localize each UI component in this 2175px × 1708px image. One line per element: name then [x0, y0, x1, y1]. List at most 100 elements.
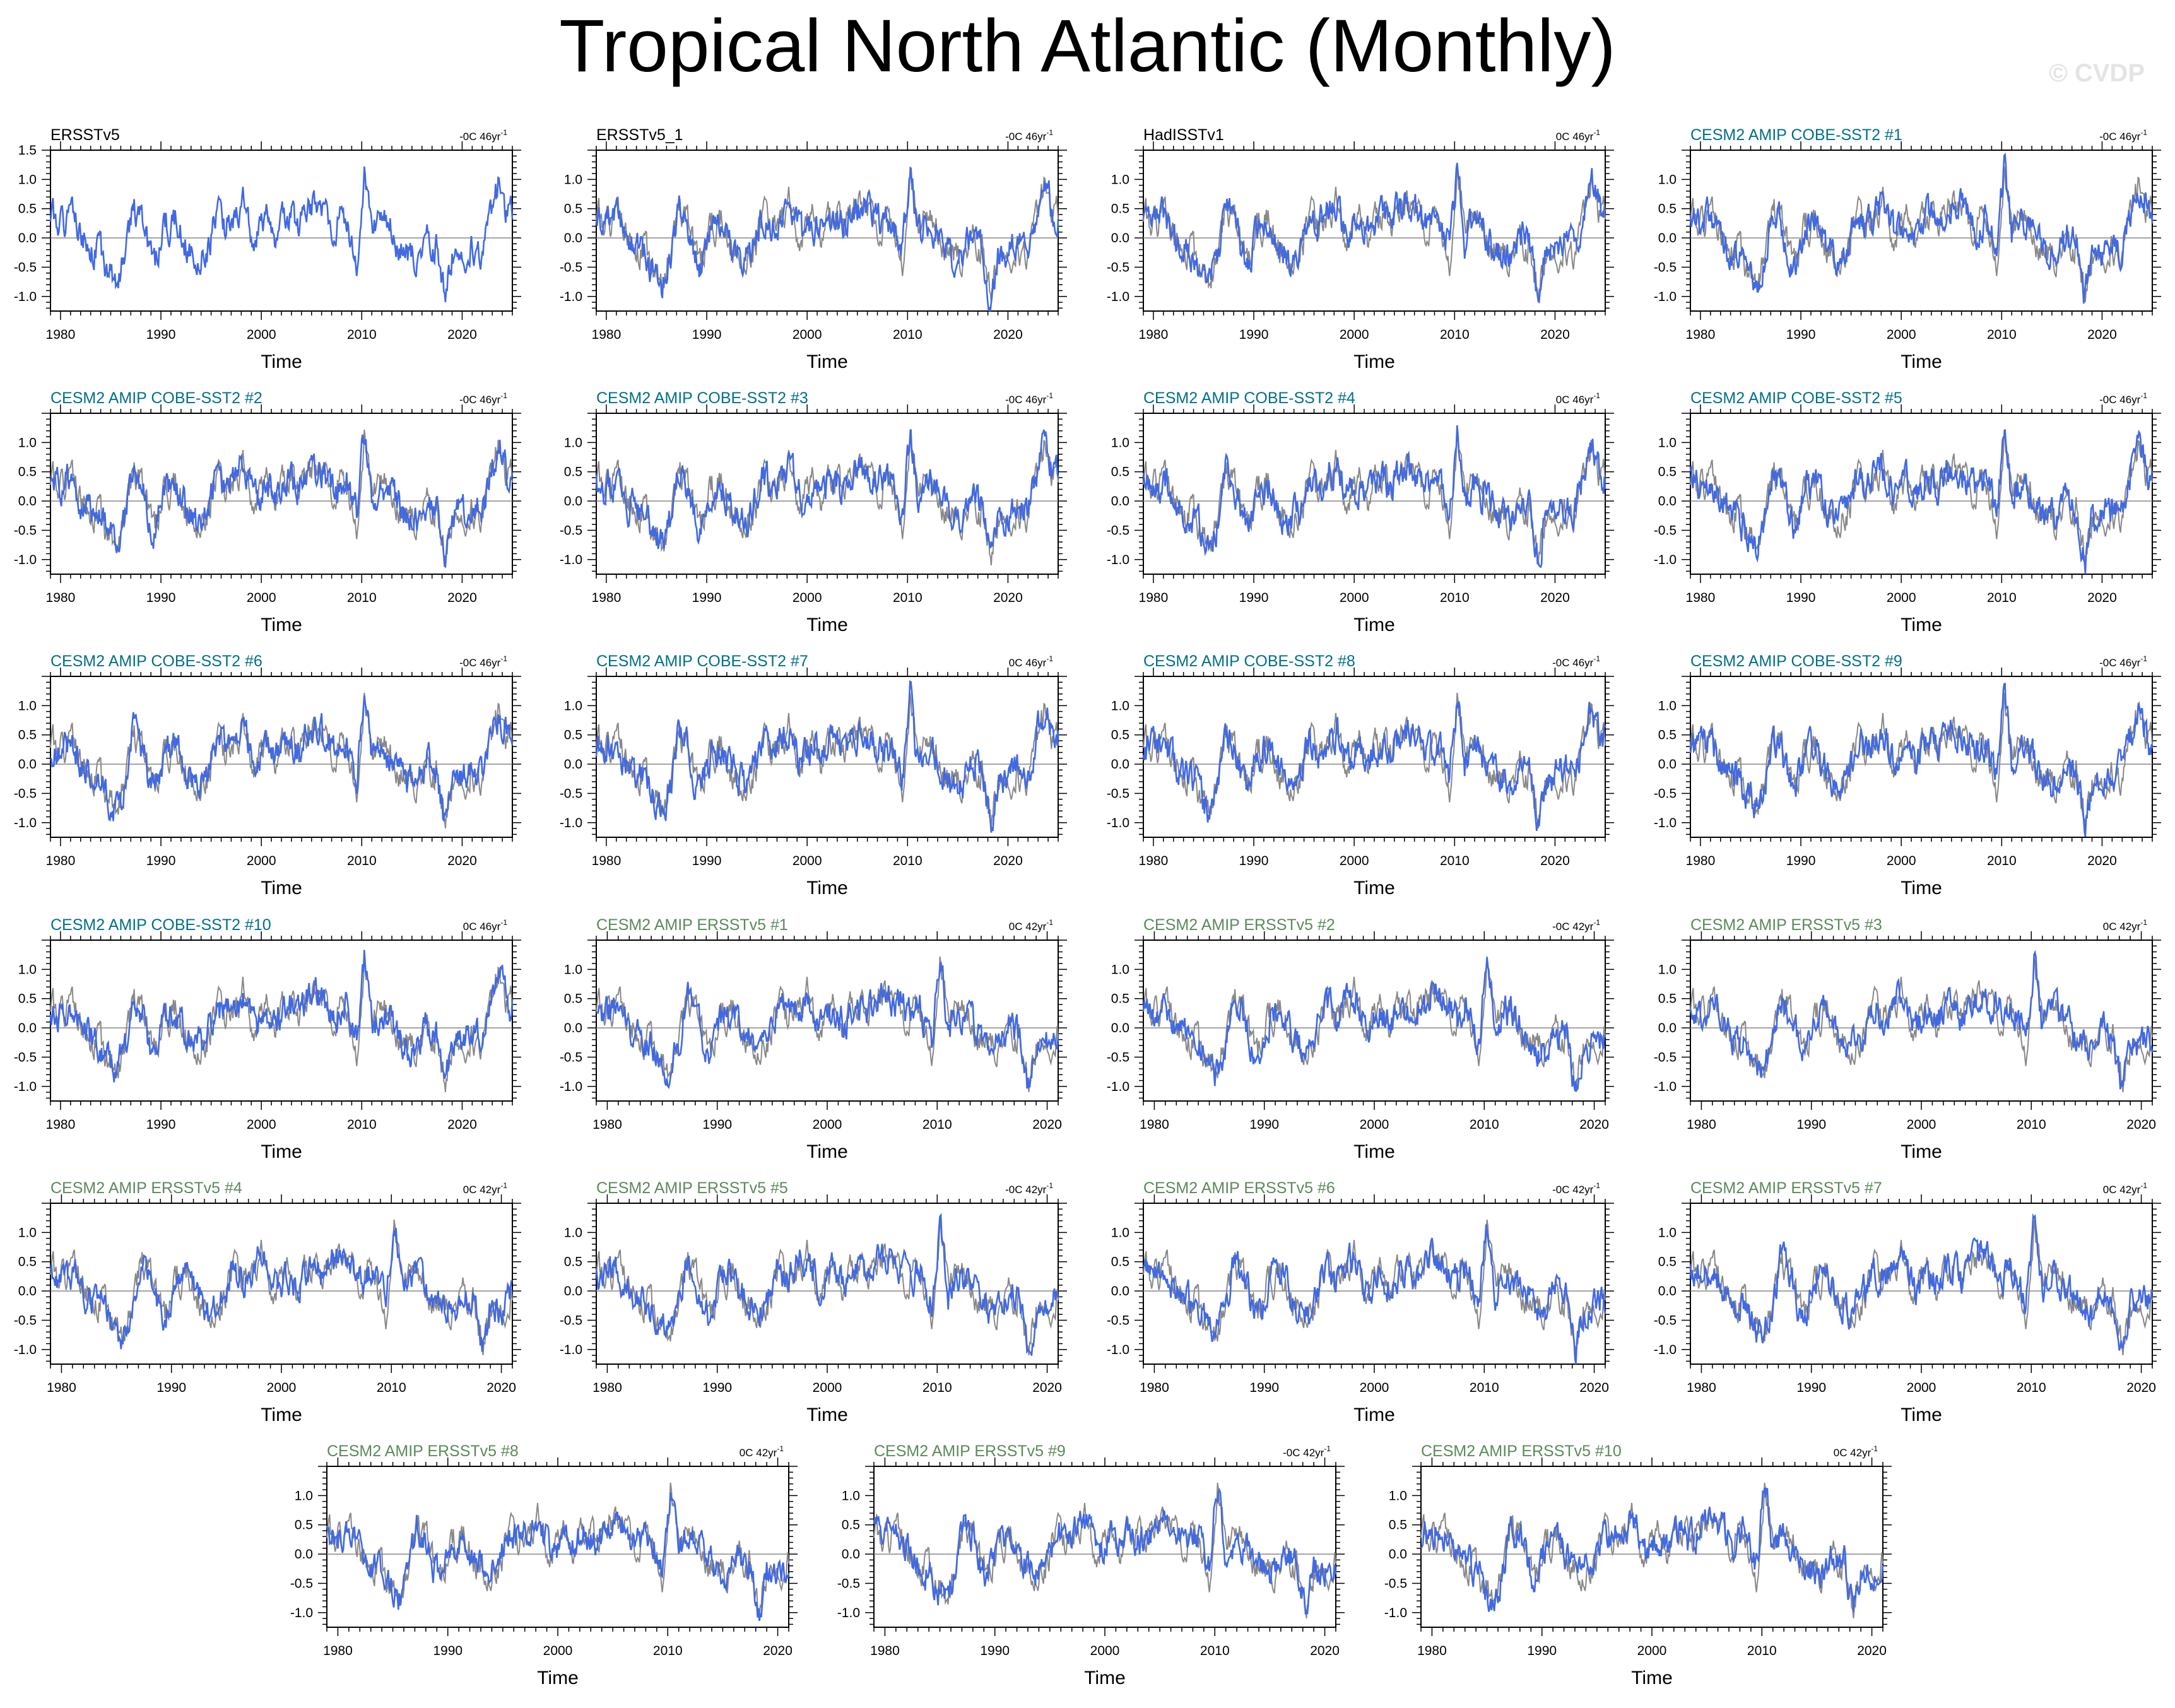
panel-title: HadISSTv1: [1143, 126, 1224, 144]
x-tick-label: 2010: [893, 327, 922, 342]
y-tick-label: 0.5: [18, 728, 37, 743]
y-tick-label: 0.0: [18, 1021, 37, 1035]
observation-series-line: [1690, 429, 2153, 565]
panel-19: CESM2 AMIP ERSSTv5 #6 -0C 42yr-1 1980 1990 2…: [1107, 1179, 1614, 1425]
y-tick-label: -0.5: [14, 1050, 37, 1064]
model-series-line: [1689, 950, 2154, 1090]
x-tick-label: 2010: [1470, 1381, 1499, 1395]
x-tick-label: 2000: [247, 327, 276, 342]
panel-title: CESM2 AMIP COBE-SST2 #5: [1690, 389, 1902, 407]
panel-trend-label: 0C 42yr-1: [2103, 1181, 2148, 1196]
y-tick-label: 0.5: [1111, 202, 1129, 216]
y-tick-label: 1.0: [1389, 1488, 1407, 1503]
x-tick-label: 1980: [1139, 591, 1169, 605]
plot-frame: [596, 939, 1059, 1102]
y-tick-label: 0.5: [1111, 465, 1129, 480]
y-tick-label: 0.5: [1111, 1255, 1129, 1269]
y-tick-label: -0.5: [560, 1050, 582, 1064]
panel-title: CESM2 AMIP ERSSTv5 #9: [874, 1442, 1066, 1460]
x-tick-label: 2020: [1310, 1644, 1340, 1658]
x-tick-label: 1980: [1687, 1117, 1716, 1132]
panel-21: CESM2 AMIP ERSSTv5 #8 0C 42yr-1 1980 1990 20…: [290, 1442, 798, 1688]
x-tick-label: 1980: [1139, 327, 1169, 342]
y-tick-label: -1.0: [560, 290, 582, 304]
panel-trend-label: 0C 42yr-1: [2103, 918, 2148, 933]
x-tick-label: 2020: [1540, 591, 1570, 605]
x-axis-label: Time: [1901, 878, 1942, 898]
x-tick-label: 2010: [2017, 1117, 2046, 1132]
y-tick-label: 1.0: [564, 172, 582, 187]
x-tick-label: 2000: [1637, 1644, 1667, 1658]
y-tick-label: 0.0: [18, 1284, 37, 1299]
panel-20: CESM2 AMIP ERSSTv5 #7 0C 42yr-1 1980 1990 20…: [1654, 1179, 2161, 1425]
model-series-line: [596, 962, 1059, 1090]
x-tick-label: 1990: [1249, 1381, 1279, 1395]
plot-frame: [1690, 939, 2153, 1102]
panel-trend-label: -0C 46yr-1: [2099, 391, 2147, 406]
x-tick-label: 1990: [146, 1117, 176, 1132]
y-tick-label: 1.0: [18, 435, 37, 450]
x-tick-label: 1990: [1239, 591, 1269, 605]
panel-trend-label: -0C 46yr-1: [1552, 654, 1600, 669]
panel-3: HadISSTv1 0C 46yr-1 1980 1990 2000 2010 2020 Ti…: [1107, 126, 1614, 372]
x-tick-label: 1990: [1796, 1381, 1826, 1395]
x-axis-label: Time: [1901, 351, 1942, 372]
y-tick-label: 1.0: [564, 435, 582, 450]
y-tick-label: -1.0: [1654, 1080, 1677, 1094]
panel-12: CESM2 AMIP COBE-SST2 #9 -0C 46yr-1 1980 199…: [1654, 652, 2161, 898]
panel-4: CESM2 AMIP COBE-SST2 #1 -0C 46yr-1 1980 199…: [1654, 126, 2161, 372]
y-tick-label: -0.5: [14, 786, 37, 801]
y-tick-label: 1.0: [18, 698, 37, 713]
figure-title: Tropical North Atlantic (Monthly): [559, 4, 1616, 88]
panel-trend-label: -0C 42yr-1: [1552, 918, 1600, 933]
x-tick-label: 1980: [46, 591, 76, 605]
x-tick-label: 1990: [146, 854, 176, 868]
y-tick-label: -1.0: [14, 290, 37, 304]
x-tick-label: 1980: [1140, 1117, 1169, 1132]
model-series-line: [1142, 957, 1606, 1093]
y-tick-label: 0.0: [1658, 1021, 1677, 1035]
panel-trend-label: -0C 46yr-1: [459, 654, 507, 669]
model-series-line: [50, 434, 514, 568]
panel-trend-label: -0C 46yr-1: [1005, 391, 1053, 406]
y-tick-label: 0.5: [18, 202, 37, 216]
panel-title: CESM2 AMIP COBE-SST2 #1: [1690, 126, 1902, 144]
x-axis-label: Time: [1084, 1668, 1126, 1688]
x-tick-label: 2020: [993, 854, 1023, 868]
y-tick-label: 0.5: [1658, 992, 1677, 1006]
y-tick-label: 0.0: [564, 231, 582, 245]
x-tick-label: 2000: [1340, 591, 1369, 605]
x-tick-label: 1980: [1686, 854, 1716, 868]
y-tick-label: -0.5: [837, 1576, 860, 1591]
panel-trend-label: 0C 46yr-1: [463, 918, 508, 933]
panel-trend-label: -0C 42yr-1: [1552, 1181, 1600, 1196]
y-tick-label: 1.0: [1111, 962, 1129, 977]
model-series-line: [1689, 1213, 2154, 1351]
panel-title: CESM2 AMIP COBE-SST2 #7: [596, 652, 808, 670]
y-tick-label: 0.5: [564, 202, 582, 216]
y-tick-label: 0.5: [1658, 728, 1677, 743]
y-tick-label: 0.0: [1111, 1284, 1129, 1299]
x-tick-label: 1980: [592, 1381, 622, 1395]
y-tick-label: -1.0: [14, 553, 37, 567]
x-tick-label: 2010: [1747, 1644, 1777, 1658]
x-tick-label: 2000: [1360, 1117, 1389, 1132]
model-series-line: [1420, 1487, 1884, 1612]
x-tick-label: 1990: [1249, 1117, 1279, 1132]
x-tick-label: 1990: [1786, 591, 1816, 605]
model-series-line: [1689, 683, 2154, 837]
x-tick-label: 1980: [323, 1644, 353, 1658]
x-tick-label: 1990: [1786, 854, 1816, 868]
y-tick-label: -1.0: [290, 1606, 313, 1620]
x-tick-label: 1990: [1796, 1117, 1826, 1132]
y-tick-label: -0.5: [1384, 1576, 1407, 1591]
panel-title: CESM2 AMIP COBE-SST2 #3: [596, 389, 808, 407]
panel-trend-label: 0C 42yr-1: [740, 1444, 784, 1459]
x-tick-label: 2010: [922, 1117, 952, 1132]
y-tick-label: 0.5: [1111, 992, 1129, 1006]
x-tick-label: 2010: [893, 854, 922, 868]
panel-trend-label: -0C 46yr-1: [459, 391, 507, 406]
x-tick-label: 2020: [1857, 1644, 1887, 1658]
x-tick-label: 1990: [146, 591, 176, 605]
y-tick-label: 1.0: [18, 1225, 37, 1240]
